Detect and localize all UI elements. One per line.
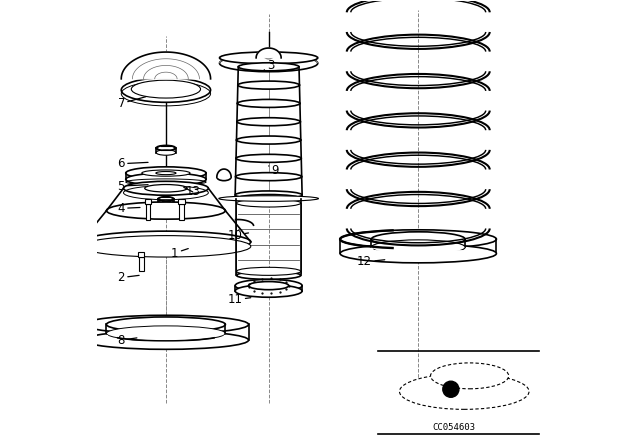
Ellipse shape [220, 55, 318, 72]
Ellipse shape [237, 199, 301, 207]
Ellipse shape [399, 374, 529, 409]
Ellipse shape [156, 172, 176, 175]
Polygon shape [256, 48, 281, 58]
Text: 7: 7 [118, 97, 146, 110]
Text: 8: 8 [118, 334, 137, 347]
Text: 6: 6 [118, 157, 148, 170]
Ellipse shape [158, 197, 174, 201]
Ellipse shape [121, 78, 211, 102]
Ellipse shape [238, 81, 300, 89]
Ellipse shape [220, 52, 318, 64]
Ellipse shape [131, 80, 200, 98]
Ellipse shape [371, 240, 465, 254]
Bar [179, 204, 184, 220]
Bar [145, 198, 151, 204]
Ellipse shape [125, 167, 206, 179]
Ellipse shape [83, 331, 248, 349]
Polygon shape [121, 52, 211, 79]
Text: 3: 3 [264, 59, 275, 72]
Ellipse shape [106, 202, 225, 219]
Ellipse shape [217, 173, 231, 181]
Ellipse shape [340, 244, 497, 263]
Ellipse shape [156, 150, 176, 155]
Text: 13: 13 [184, 185, 200, 198]
Ellipse shape [81, 231, 251, 253]
Text: CC054603: CC054603 [433, 422, 476, 432]
Ellipse shape [142, 170, 190, 176]
Bar [179, 198, 185, 204]
Ellipse shape [235, 285, 302, 297]
Text: 9: 9 [269, 164, 279, 177]
Ellipse shape [106, 317, 225, 332]
Ellipse shape [340, 230, 497, 249]
Ellipse shape [236, 172, 301, 181]
Polygon shape [371, 247, 465, 260]
Ellipse shape [236, 154, 301, 162]
Ellipse shape [248, 282, 289, 290]
Ellipse shape [237, 271, 301, 280]
Text: 4: 4 [118, 202, 140, 215]
Ellipse shape [237, 136, 301, 144]
Text: 10: 10 [228, 228, 248, 241]
Bar [139, 258, 143, 271]
Ellipse shape [83, 315, 248, 334]
Text: 1: 1 [171, 246, 188, 259]
Polygon shape [106, 336, 225, 347]
Ellipse shape [156, 146, 176, 151]
Text: 2: 2 [118, 271, 139, 284]
Bar [146, 204, 150, 220]
Ellipse shape [235, 280, 302, 292]
Ellipse shape [145, 185, 187, 192]
Ellipse shape [237, 99, 300, 108]
Ellipse shape [81, 236, 251, 257]
Circle shape [443, 381, 459, 397]
Ellipse shape [235, 191, 302, 199]
Ellipse shape [124, 181, 209, 195]
Text: 12: 12 [357, 255, 385, 268]
Ellipse shape [219, 196, 319, 201]
Ellipse shape [237, 118, 300, 126]
Bar [138, 252, 145, 258]
Polygon shape [217, 169, 231, 177]
Ellipse shape [237, 267, 301, 276]
Ellipse shape [238, 63, 299, 71]
Ellipse shape [371, 232, 465, 246]
Ellipse shape [264, 54, 273, 59]
Ellipse shape [237, 194, 301, 202]
Text: 11: 11 [228, 293, 251, 306]
Ellipse shape [158, 200, 174, 205]
Text: 5: 5 [118, 180, 148, 193]
Ellipse shape [431, 363, 509, 389]
Ellipse shape [106, 326, 225, 341]
Ellipse shape [125, 173, 206, 185]
